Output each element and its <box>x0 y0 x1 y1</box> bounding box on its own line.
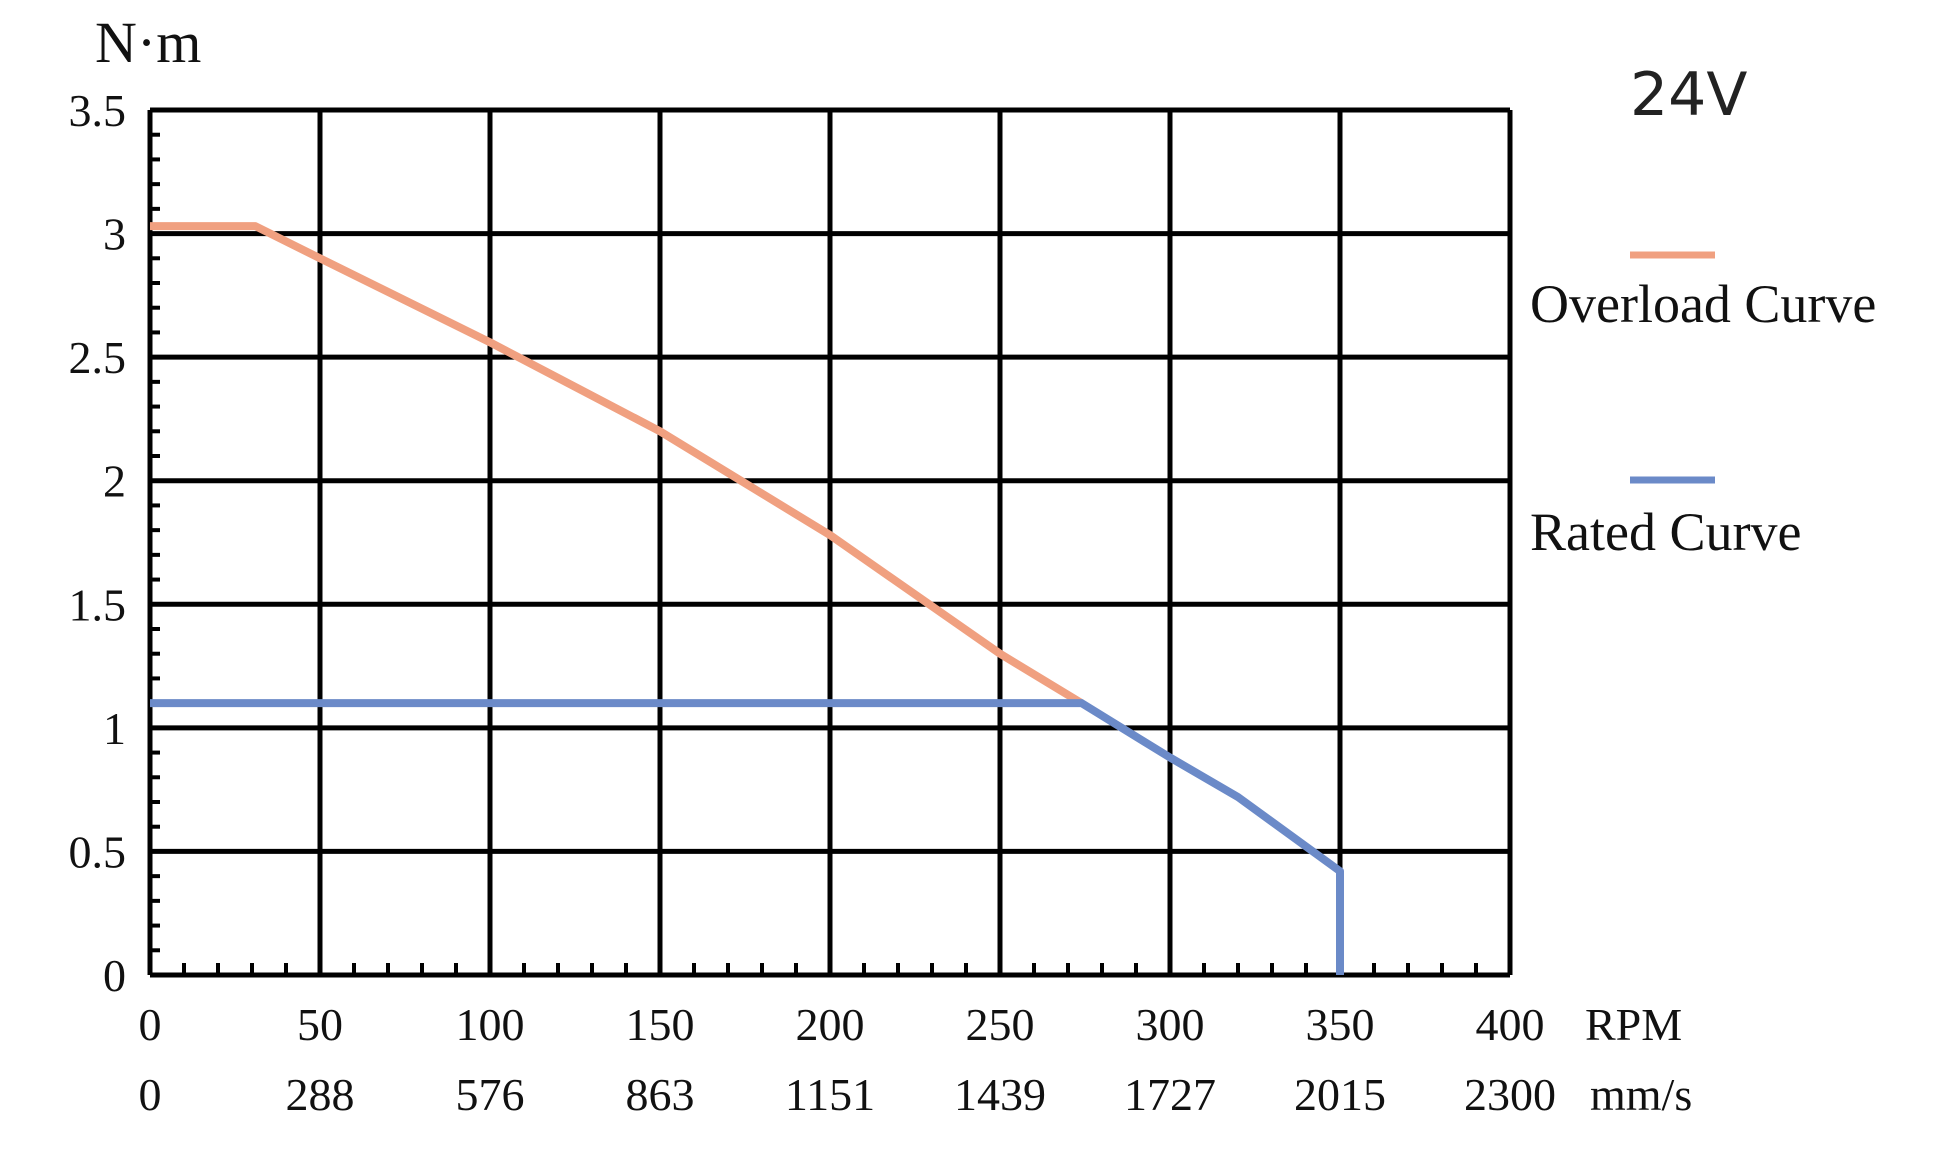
x-tick-label-rpm: 400 <box>1476 999 1545 1050</box>
series-lines <box>150 222 1344 975</box>
y-tick-label: 0 <box>103 950 126 1001</box>
y-tick-label: 3.5 <box>69 85 127 136</box>
x-tick-label-rpm: 250 <box>966 999 1035 1050</box>
y-axis-unit-label: N·m <box>95 10 201 75</box>
x-tick-label-speed: 1439 <box>954 1069 1046 1120</box>
x-axis-unit-speed: mm/s <box>1590 1069 1692 1120</box>
x-tick-label-rpm: 300 <box>1136 999 1205 1050</box>
x-tick-label-speed: 1151 <box>785 1069 875 1120</box>
x-tick-label-rpm: 0 <box>139 999 162 1050</box>
x-tick-label-speed: 2015 <box>1294 1069 1386 1120</box>
series-line-overload <box>150 222 1084 707</box>
voltage-label: 24V <box>1630 60 1747 130</box>
x-tick-label-speed: 576 <box>456 1069 525 1120</box>
x-tick-label-speed: 1727 <box>1124 1069 1216 1120</box>
y-tick-label: 2.5 <box>69 332 127 383</box>
y-tick-label: 0.5 <box>69 826 127 877</box>
x-tick-label-rpm: 50 <box>297 999 343 1050</box>
x-tick-label-speed: 2300 <box>1464 1069 1556 1120</box>
legend-rated-label: Rated Curve <box>1530 502 1801 562</box>
x-axis-unit-rpm: RPM <box>1585 999 1682 1050</box>
y-tick-labels: 0 0.5 1 1.5 2 2.5 3 3.5 <box>69 85 127 1001</box>
legend-overload-label: Overload Curve <box>1530 274 1876 334</box>
x-tick-labels: 0 0 50 288 100 576 150 863 200 1151 250 1439 300 1727… <box>139 999 1557 1120</box>
series-line-rated <box>150 699 1344 975</box>
x-tick-label-rpm: 150 <box>626 999 695 1050</box>
grid <box>147 107 1513 978</box>
y-tick-label: 2 <box>103 456 126 507</box>
minor-ticks <box>148 108 1512 977</box>
x-tick-label-rpm: 200 <box>796 999 865 1050</box>
x-tick-label-speed: 863 <box>626 1069 695 1120</box>
y-tick-label: 3 <box>103 209 126 260</box>
y-tick-label: 1 <box>103 703 126 754</box>
x-tick-label-speed: 0 <box>139 1069 162 1120</box>
x-tick-label-rpm: 350 <box>1306 999 1375 1050</box>
y-tick-label: 1.5 <box>69 579 127 630</box>
x-tick-label-speed: 288 <box>286 1069 355 1120</box>
x-tick-label-rpm: 100 <box>456 999 525 1050</box>
